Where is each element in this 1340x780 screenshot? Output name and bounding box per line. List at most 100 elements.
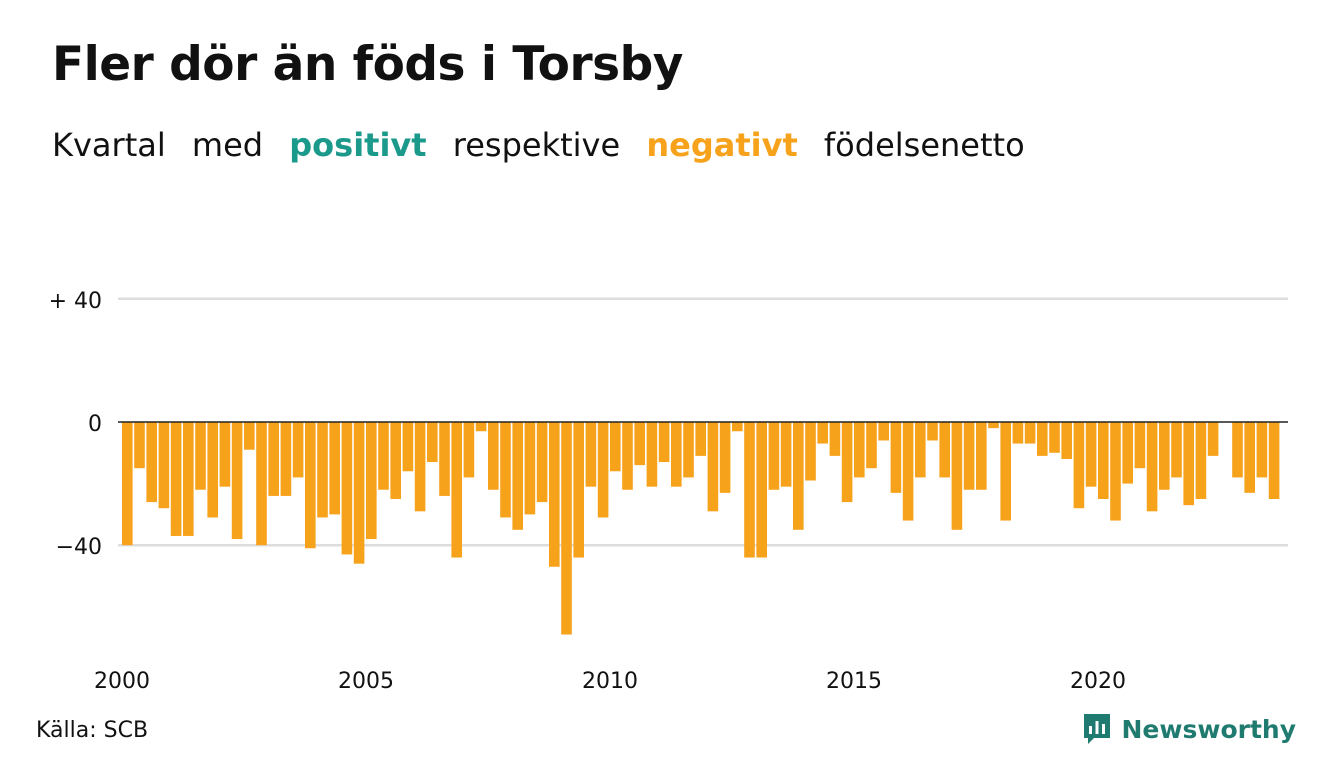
- bar: [1134, 422, 1146, 469]
- bar: [805, 422, 816, 481]
- bar: [1000, 422, 1011, 521]
- bar: [1146, 422, 1158, 512]
- bar: [963, 422, 975, 490]
- bar: [597, 422, 609, 518]
- bar: [988, 422, 999, 429]
- bar: [658, 422, 670, 463]
- subtitle-word: med: [191, 126, 264, 164]
- bar: [195, 422, 206, 490]
- bar: [744, 422, 755, 558]
- bar: [1073, 422, 1085, 509]
- bar: [268, 422, 279, 496]
- bar: [1171, 422, 1182, 478]
- subtitle-word: Kvartal: [52, 126, 166, 164]
- subtitle-negative: negativt: [646, 126, 798, 164]
- bar: [414, 422, 426, 512]
- bar: [1024, 422, 1036, 444]
- bar: [170, 422, 182, 536]
- bar: [878, 422, 889, 441]
- bar: [561, 422, 572, 635]
- bar: [1085, 422, 1097, 487]
- bar: [719, 422, 731, 493]
- bar: [780, 422, 792, 487]
- bar: [902, 422, 914, 521]
- bar: [890, 422, 902, 493]
- bar: [427, 422, 438, 463]
- brand-name: Newsworthy: [1121, 714, 1297, 744]
- x-tick-label: 2015: [826, 669, 882, 694]
- bar: [353, 422, 365, 564]
- bar: [829, 422, 841, 456]
- bar: [122, 422, 133, 546]
- bar: [1110, 422, 1121, 521]
- bar: [207, 422, 218, 518]
- bar: [1232, 422, 1243, 478]
- bar: [1256, 422, 1268, 478]
- newsworthy-logo-icon: [1083, 714, 1110, 744]
- bar: [1098, 422, 1109, 499]
- bar: [927, 422, 938, 441]
- bar: [634, 422, 645, 466]
- bar: [610, 422, 621, 472]
- bar: [939, 422, 950, 478]
- bar: [817, 422, 828, 444]
- subtitle-positive: positivt: [289, 126, 427, 164]
- bar: [1207, 422, 1219, 456]
- bar: [573, 422, 584, 558]
- bar: [500, 422, 511, 518]
- bar: [1037, 422, 1048, 456]
- bar: [305, 422, 316, 549]
- bar: [292, 422, 304, 478]
- bar: [536, 422, 548, 503]
- subtitle-word: respektive: [452, 126, 621, 164]
- bar: [1061, 422, 1072, 459]
- subtitle-word: födelsenetto: [823, 126, 1025, 164]
- bar: [463, 422, 475, 478]
- bar: [732, 422, 743, 432]
- source-note: Källa: SCB: [36, 718, 149, 743]
- bar: [951, 422, 963, 530]
- bar: [451, 422, 462, 558]
- x-tick-label: 2020: [1070, 669, 1126, 694]
- bar: [329, 422, 340, 515]
- x-tick-label: 2010: [582, 669, 638, 694]
- y-tick-label: −40: [56, 535, 102, 560]
- bar: [585, 422, 597, 487]
- bar: [512, 422, 523, 530]
- bar: [439, 422, 450, 496]
- bar: [756, 422, 767, 558]
- bar: [488, 422, 499, 490]
- bar: [341, 422, 353, 555]
- bar: [549, 422, 560, 567]
- x-tick-label: 2005: [338, 669, 394, 694]
- brand-logo[interactable]: Newsworthy: [1082, 712, 1297, 746]
- bar: [793, 422, 804, 530]
- x-tick-label: 2000: [94, 669, 150, 694]
- bar: [256, 422, 267, 546]
- bar: [841, 422, 853, 503]
- bar: [866, 422, 877, 469]
- bar: [915, 422, 926, 478]
- bar: [683, 422, 694, 478]
- bar: [1244, 422, 1255, 493]
- bar: [646, 422, 658, 487]
- y-tick-label: 0: [88, 412, 102, 437]
- bar: [475, 422, 487, 432]
- bar: [671, 422, 682, 487]
- bar: [402, 422, 414, 472]
- bar: [524, 422, 536, 515]
- bar: [622, 422, 633, 490]
- bar: [390, 422, 401, 499]
- bar: [280, 422, 292, 496]
- bar: [1268, 422, 1280, 499]
- bar: [707, 422, 719, 512]
- bar: [1183, 422, 1194, 506]
- bar: [183, 422, 194, 536]
- bar: [1049, 422, 1060, 453]
- bar: [317, 422, 328, 518]
- bar: [158, 422, 170, 509]
- bar: [976, 422, 987, 490]
- bar: [219, 422, 231, 487]
- chart-subtitle: Kvartal med positivt respektive negativt…: [52, 126, 1041, 164]
